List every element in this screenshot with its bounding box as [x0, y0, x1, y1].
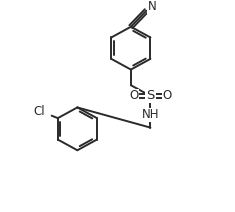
Text: O: O: [163, 89, 172, 102]
Text: NH: NH: [142, 108, 159, 121]
Text: Cl: Cl: [33, 105, 45, 118]
Text: N: N: [148, 0, 157, 13]
Text: S: S: [146, 89, 155, 102]
Text: O: O: [129, 89, 138, 102]
